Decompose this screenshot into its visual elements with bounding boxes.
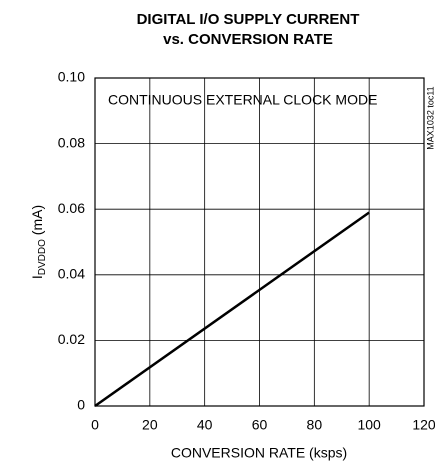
x-tick-label: 20 xyxy=(142,417,158,433)
y-tick-label: 0.04 xyxy=(58,266,85,282)
y-axis-label-sub: DVDDO xyxy=(37,239,48,275)
annotation: CONTINUOUS EXTERNAL CLOCK MODE xyxy=(108,92,377,108)
y-axis-label: IDVDDO (mA) xyxy=(29,205,48,279)
x-tick-label: 120 xyxy=(412,417,435,433)
x-tick-label: 60 xyxy=(252,417,268,433)
x-axis-label: CONVERSION RATE (ksps) xyxy=(171,445,347,461)
side-label: MAX1032 toc11 xyxy=(425,86,435,149)
chart-title: vs. CONVERSION RATE xyxy=(163,31,333,48)
data-line xyxy=(94,211,370,408)
x-tick-label: 100 xyxy=(357,417,381,433)
y-tick-label: 0.02 xyxy=(58,331,85,347)
y-tick-label: 0.08 xyxy=(58,134,85,150)
plot-frame xyxy=(94,77,425,407)
chart-title: DIGITAL I/O SUPPLY CURRENT xyxy=(137,11,360,28)
x-tick-label: 40 xyxy=(197,417,213,433)
x-tick-label: 80 xyxy=(307,417,323,433)
y-tick-label: 0.06 xyxy=(58,200,85,216)
x-tick-label: 0 xyxy=(91,417,99,433)
y-tick-label: 0.10 xyxy=(58,69,85,85)
y-axis-label-main: I xyxy=(29,275,45,279)
y-tick-label: 0 xyxy=(77,397,85,413)
y-axis-label-unit: (mA) xyxy=(29,205,45,239)
